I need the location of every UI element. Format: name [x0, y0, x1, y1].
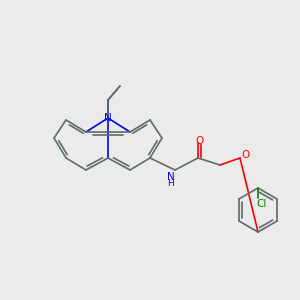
Text: O: O — [242, 150, 250, 160]
Text: Cl: Cl — [257, 199, 267, 209]
Text: O: O — [196, 136, 204, 146]
Text: N: N — [167, 172, 175, 182]
Text: N: N — [104, 113, 112, 123]
Text: H: H — [168, 179, 174, 188]
